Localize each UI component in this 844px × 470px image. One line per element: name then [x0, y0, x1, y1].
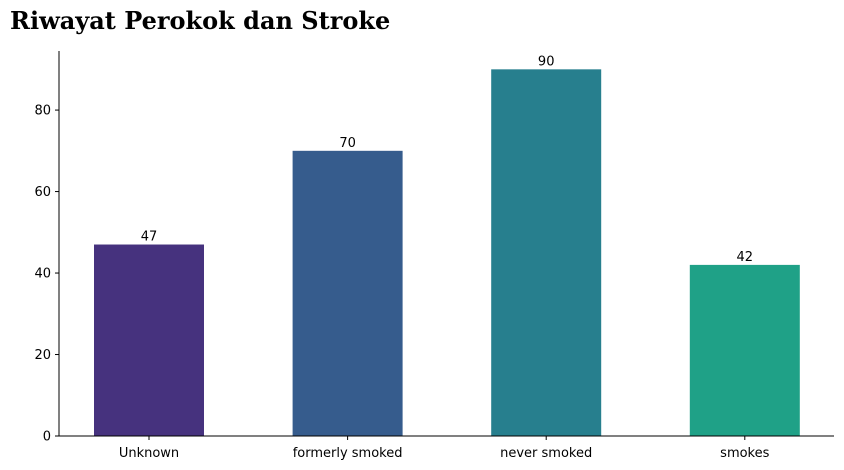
y-axis: 0 20 40 60 80 [34, 51, 60, 445]
x-tick-label-2: never smoked [500, 446, 592, 461]
data-label-0: 47 [141, 230, 158, 245]
data-label-1: 70 [339, 136, 356, 151]
y-tick-label-3: 60 [34, 185, 51, 200]
data-label-3: 42 [737, 250, 754, 265]
y-tick-label-0: 0 [43, 430, 51, 445]
y-tick-label-2: 40 [34, 267, 51, 282]
x-tick-label-3: smokes [720, 446, 769, 461]
data-labels-group: 47 70 90 42 [141, 54, 753, 265]
y-tick-label-1: 20 [34, 348, 51, 363]
data-label-2: 90 [538, 54, 555, 69]
chart-title: Riwayat Perokok dan Stroke [10, 6, 390, 35]
bar-0 [94, 244, 204, 436]
bars-group [94, 69, 800, 436]
bar-3 [689, 264, 800, 436]
bar-1 [292, 150, 403, 436]
x-tick-label-1: formerly smoked [293, 446, 403, 461]
y-tick-label-4: 80 [34, 104, 51, 119]
x-axis: Unknown formerly smoked never smoked smokes [59, 435, 834, 461]
bar-2 [491, 69, 602, 436]
x-tick-label-0: Unknown [119, 446, 179, 461]
